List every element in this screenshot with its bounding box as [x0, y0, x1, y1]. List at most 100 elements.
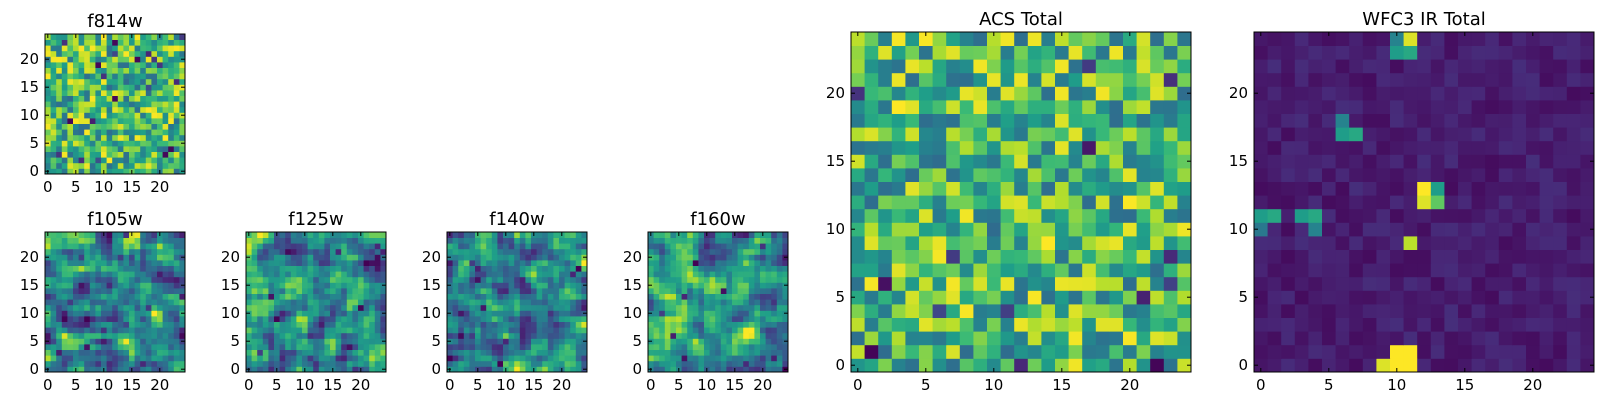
heatmap-cell — [346, 349, 353, 356]
heatmap-cell — [162, 73, 169, 80]
heatmap-cell — [469, 288, 476, 294]
heatmap-cell — [78, 50, 85, 57]
heatmap-cell — [1267, 86, 1282, 101]
heatmap-cell — [162, 338, 169, 345]
heatmap-cell — [1376, 317, 1391, 332]
heatmap-cell — [302, 276, 308, 283]
heatmap-cell — [45, 106, 51, 113]
heatmap-cell — [771, 360, 778, 367]
heatmap-cell — [1267, 317, 1282, 332]
heatmap-cell — [1512, 249, 1527, 264]
heatmap-cell — [117, 162, 124, 169]
heatmap-cell — [1014, 344, 1029, 359]
heatmap-cell — [959, 208, 974, 223]
heatmap-cell — [547, 260, 554, 266]
heatmap-cell — [123, 310, 130, 317]
panel-title: WFC3 IR Total — [1362, 9, 1485, 30]
heatmap-cell — [145, 276, 152, 283]
heatmap-cell — [1553, 358, 1568, 373]
heatmap-cell — [168, 355, 175, 362]
heatmap-cell — [145, 310, 152, 317]
heatmap-cell — [681, 321, 688, 328]
heatmap-cell — [78, 134, 85, 141]
heatmap-cell — [698, 254, 705, 261]
heatmap-cell — [1027, 127, 1042, 142]
heatmap-cell — [737, 260, 744, 266]
heatmap-cell — [547, 355, 554, 362]
heatmap-cell — [78, 271, 85, 278]
heatmap-cell — [89, 106, 96, 113]
heatmap-cell — [369, 304, 376, 311]
heatmap-cell — [157, 84, 163, 91]
heatmap-cell — [168, 129, 175, 136]
heatmap-cell — [78, 123, 85, 130]
heatmap-cell — [547, 366, 554, 373]
heatmap-cell — [491, 304, 498, 311]
heatmap-cell — [262, 288, 269, 294]
heatmap-cell — [78, 248, 85, 255]
heatmap-cell — [698, 360, 705, 367]
heatmap-cell — [670, 327, 677, 334]
heatmap-cell — [687, 237, 694, 244]
heatmap-cell — [67, 260, 74, 266]
heatmap-cell — [157, 248, 163, 255]
heatmap-cell — [134, 360, 141, 367]
heatmap-cell — [50, 349, 57, 356]
heatmap-cell — [95, 106, 102, 113]
heatmap-cell — [162, 276, 169, 283]
heatmap-cell — [168, 39, 175, 46]
heatmap-cell — [1055, 344, 1069, 359]
heatmap-cell — [257, 299, 264, 306]
heatmap-cell — [1403, 290, 1418, 305]
heatmap-cell — [987, 100, 1001, 114]
heatmap-cell — [1458, 331, 1472, 346]
heatmap-cell — [447, 237, 453, 244]
heatmap-cell — [503, 282, 509, 289]
heatmap-cell — [1308, 59, 1323, 74]
heatmap-cell — [782, 237, 789, 244]
heatmap-cell — [67, 106, 74, 113]
heatmap-cell — [676, 360, 682, 367]
heatmap-cell — [67, 304, 74, 311]
heatmap-cell — [151, 112, 158, 119]
heatmap-cell — [61, 123, 68, 130]
heatmap-cell — [653, 265, 660, 272]
heatmap-cell — [313, 288, 320, 294]
heatmap-cell — [78, 243, 85, 250]
heatmap-cell — [1095, 32, 1110, 46]
heatmap-cell — [274, 299, 280, 306]
heatmap-cell — [179, 134, 186, 141]
heatmap-cell — [1027, 290, 1042, 305]
heatmap-cell — [570, 232, 577, 238]
heatmap-cell — [648, 299, 654, 306]
heatmap-cell — [715, 288, 722, 294]
heatmap-cell — [1177, 331, 1192, 346]
heatmap-cell — [905, 290, 920, 305]
heatmap-cell — [129, 304, 135, 311]
heatmap-cell — [1267, 127, 1282, 142]
heatmap-cell — [659, 366, 666, 373]
heatmap-cell — [480, 310, 487, 317]
heatmap-cell — [1095, 304, 1110, 318]
heatmap-cell — [123, 321, 130, 328]
heatmap-cell — [973, 181, 988, 196]
heatmap-cell — [732, 360, 738, 367]
heatmap-cell — [151, 299, 158, 306]
heatmap-cell — [463, 237, 470, 244]
heatmap-cell — [89, 248, 96, 255]
heatmap-cell — [919, 140, 933, 155]
heatmap-cell — [89, 243, 96, 250]
heatmap-cell — [168, 232, 175, 238]
heatmap-cell — [101, 260, 107, 266]
heatmap-cell — [1014, 290, 1029, 305]
heatmap-cell — [891, 304, 906, 318]
heatmap-cell — [84, 112, 91, 119]
heatmap-cell — [173, 344, 180, 350]
heatmap-cell — [257, 355, 264, 362]
heatmap-cell — [73, 56, 79, 63]
heatmap-cell — [1150, 276, 1165, 291]
heatmap-cell — [134, 50, 141, 57]
heatmap-cell — [307, 310, 314, 317]
heatmap-cell — [469, 276, 476, 283]
heatmap-cell — [173, 168, 180, 175]
